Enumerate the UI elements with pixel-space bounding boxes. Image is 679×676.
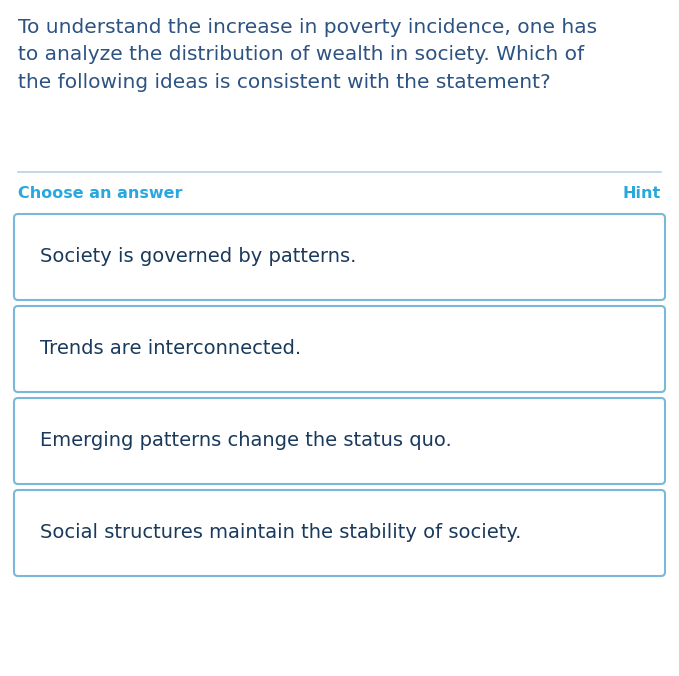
Text: To understand the increase in poverty incidence, one has
to analyze the distribu: To understand the increase in poverty in… [18, 18, 597, 91]
FancyBboxPatch shape [14, 398, 665, 484]
FancyBboxPatch shape [14, 306, 665, 392]
Text: Society is governed by patterns.: Society is governed by patterns. [40, 247, 356, 266]
Text: Hint: Hint [623, 186, 661, 201]
Text: Choose an answer: Choose an answer [18, 186, 183, 201]
Text: Social structures maintain the stability of society.: Social structures maintain the stability… [40, 523, 521, 543]
Text: Trends are interconnected.: Trends are interconnected. [40, 339, 301, 358]
FancyBboxPatch shape [14, 490, 665, 576]
FancyBboxPatch shape [14, 214, 665, 300]
Text: Emerging patterns change the status quo.: Emerging patterns change the status quo. [40, 431, 452, 450]
